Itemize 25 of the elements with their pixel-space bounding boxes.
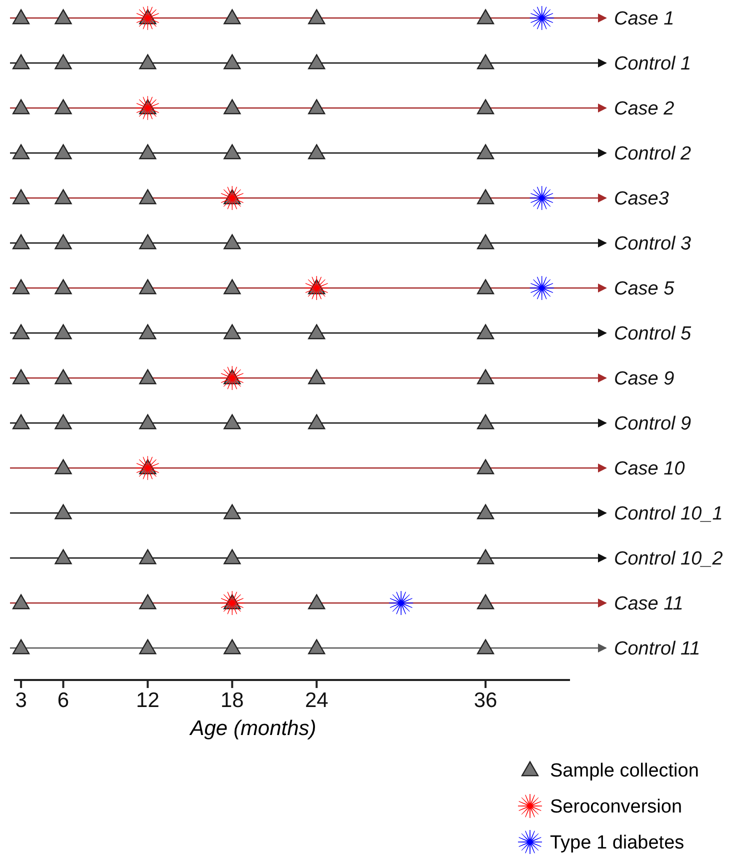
x-tick-label: 12 (136, 688, 160, 712)
legend-label: Seroconversion (550, 796, 682, 818)
x-tick-label: 6 (57, 688, 70, 712)
y-tick-label: Control 3 (614, 234, 692, 255)
legend-label: Type 1 diabetes (550, 832, 684, 854)
y-tick-label: Case 9 (614, 368, 675, 390)
y-tick-label: Case 5 (614, 278, 675, 300)
x-tick-label: 36 (474, 688, 498, 712)
y-tick-label: Control 10_2 (614, 548, 724, 570)
y-tick-label: Case3 (614, 188, 670, 210)
y-tick-label: Control 1 (614, 54, 692, 75)
y-tick-label: Case 11 (614, 594, 684, 615)
y-tick-label: Case 1 (614, 8, 674, 30)
y-tick-label: Case 10 (614, 458, 686, 480)
x-tick-label: 3 (15, 688, 27, 712)
y-tick-label: Control 2 (614, 144, 692, 165)
y-tick-label: Control 11 (614, 638, 700, 660)
legend-label: Sample collection (550, 760, 699, 782)
x-tick-label: 24 (304, 688, 329, 712)
y-tick-label: Case 2 (614, 98, 675, 120)
y-tick-label: Control 5 (614, 324, 692, 345)
x-tick-label: 18 (220, 688, 244, 712)
y-tick-label: Control 10_1 (614, 504, 723, 525)
y-tick-label: Control 9 (614, 414, 692, 435)
x-axis-title: Age (months) (188, 717, 316, 740)
